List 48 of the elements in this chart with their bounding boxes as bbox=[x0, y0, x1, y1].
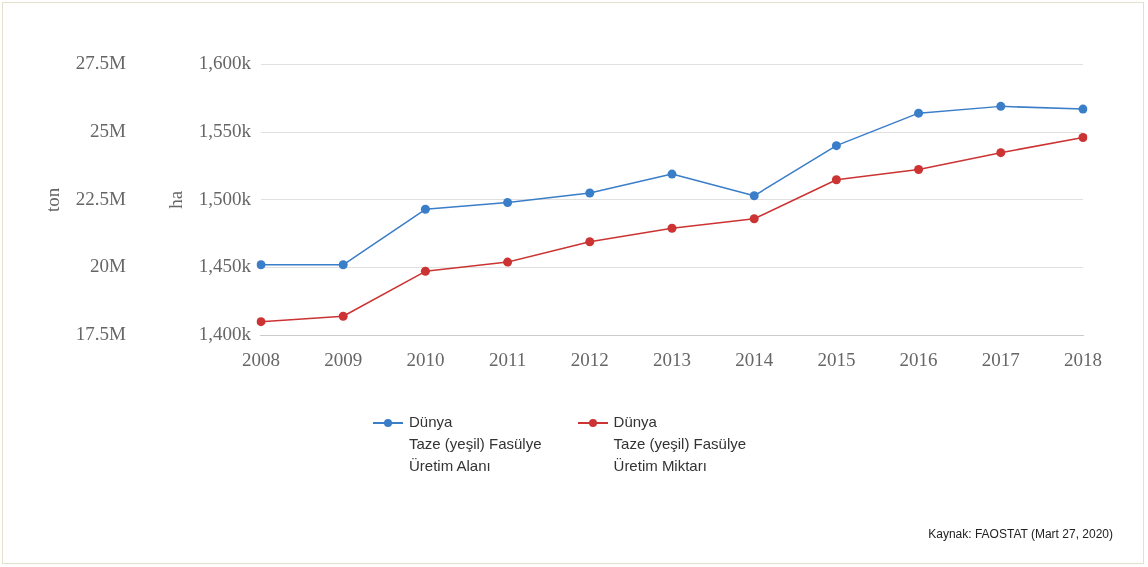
y-tick-label: 25M bbox=[90, 120, 127, 142]
point bbox=[914, 164, 924, 174]
x-tick-label: 2017 bbox=[981, 348, 1020, 370]
x-tick-label: 2016 bbox=[899, 348, 938, 370]
y-tick-label: 17.5M bbox=[75, 323, 127, 345]
point bbox=[585, 188, 595, 198]
point bbox=[667, 223, 677, 233]
point bbox=[256, 317, 266, 327]
point bbox=[667, 169, 677, 179]
point bbox=[256, 260, 266, 270]
point bbox=[831, 141, 841, 151]
point bbox=[1078, 133, 1088, 143]
point bbox=[503, 257, 513, 267]
y-tick-label: 27.5M bbox=[75, 52, 127, 74]
x-tick-label: 2009 bbox=[324, 348, 363, 370]
point bbox=[749, 191, 759, 201]
point bbox=[914, 108, 924, 118]
point bbox=[749, 214, 759, 224]
y-axis-title: ton bbox=[42, 187, 64, 212]
x-tick-label: 2011 bbox=[488, 348, 527, 370]
point bbox=[338, 311, 348, 321]
legend-label: Dünya Taze (yeşil) Fasülye Üretim Miktarı bbox=[613, 412, 747, 476]
x-tick-label: 2013 bbox=[653, 348, 691, 370]
y2-tick-label: 1,550k bbox=[198, 120, 252, 142]
legend-label: Dünya Taze (yeşil) Fasülye Üretim Alanı bbox=[409, 412, 542, 476]
point bbox=[338, 260, 348, 270]
point bbox=[503, 198, 513, 208]
x-tick-label: 2012 bbox=[570, 348, 609, 370]
x-tick-label: 2008 bbox=[241, 348, 280, 370]
point bbox=[420, 266, 430, 276]
y2-tick-label: 1,500k bbox=[198, 187, 252, 209]
y-tick-label: 22.5M bbox=[75, 187, 127, 209]
x-tick-label: 2018 bbox=[1064, 348, 1102, 370]
y2-tick-label: 1,600k bbox=[198, 52, 252, 74]
x-tick-label: 2010 bbox=[406, 348, 445, 370]
y-tick-label: 20M bbox=[90, 255, 127, 277]
x-tick-label: 2014 bbox=[735, 348, 774, 370]
point bbox=[420, 204, 430, 214]
y2-tick-label: 1,450k bbox=[198, 255, 252, 277]
point bbox=[1078, 104, 1088, 114]
x-tick-label: 2015 bbox=[817, 348, 856, 370]
y2-axis-title: ha bbox=[165, 190, 187, 209]
point bbox=[996, 101, 1006, 111]
y2-tick-label: 1,400k bbox=[198, 323, 252, 345]
text: Kaynak: FAOSTAT (Mart 27, 2020) bbox=[928, 527, 1113, 541]
point bbox=[585, 237, 595, 247]
point bbox=[996, 148, 1006, 158]
point bbox=[831, 175, 841, 185]
